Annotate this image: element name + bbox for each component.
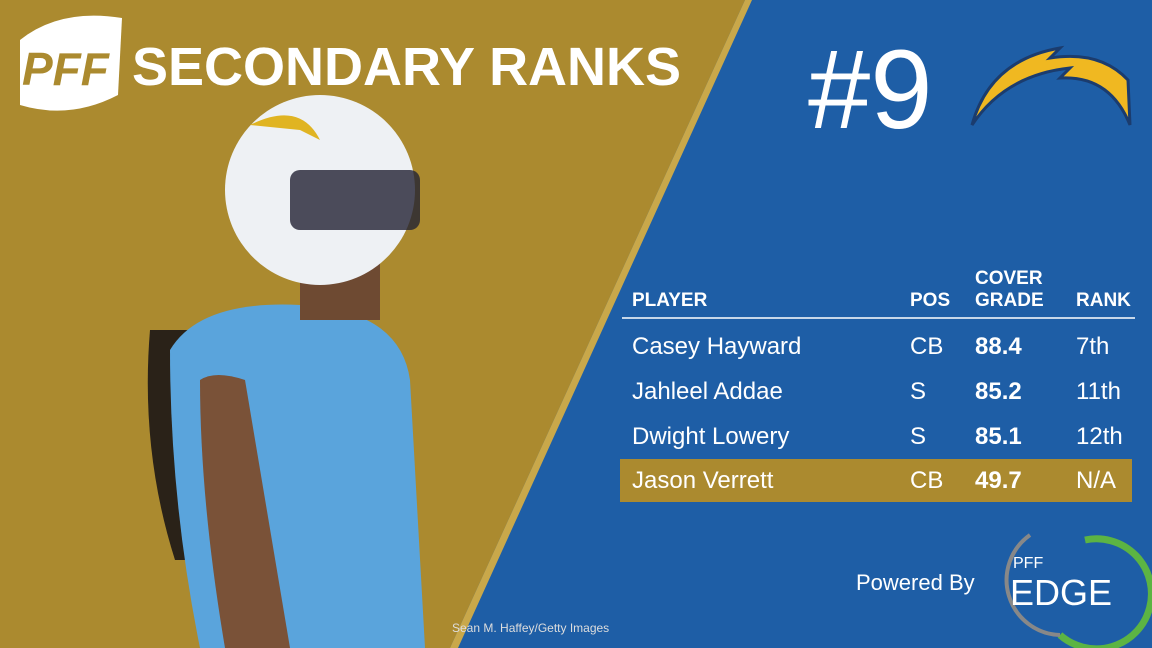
rank: #9: [808, 27, 933, 152]
column-header: POS: [910, 290, 951, 311]
highlight-row: [620, 459, 1132, 502]
powered-by: Powered By: [856, 570, 975, 595]
edge-ring-grey: [1004, 533, 1061, 637]
table-cell: 11th: [1076, 378, 1121, 405]
table-cell: CB: [910, 467, 944, 494]
table-cell: Casey Hayward: [632, 333, 802, 360]
table-cell: Dwight Lowery: [632, 423, 790, 450]
table-cell: 85.2: [975, 378, 1022, 405]
edge-ring: [1057, 535, 1152, 648]
pff-logo-text: PFF: [22, 43, 109, 95]
brand-small: PFF: [1013, 555, 1044, 572]
column-header: PLAYER: [632, 290, 708, 311]
table-cell: S: [910, 378, 927, 405]
table-cell: 85.1: [975, 423, 1022, 450]
pff-logo-shape: [20, 15, 122, 111]
table-cell: Jason Verrett: [632, 467, 774, 494]
table-cell: S: [910, 423, 927, 450]
divider-stripe: [450, 0, 752, 648]
table-cell: 49.7: [975, 467, 1022, 494]
table-cell: 12th: [1076, 423, 1123, 450]
title: SECONDARY RANKS: [132, 37, 682, 97]
column-header: COVER GRADE: [975, 268, 1044, 311]
table-cell: 88.4: [975, 333, 1022, 360]
player-image: [147, 95, 425, 648]
table-cell: 7th: [1076, 333, 1110, 360]
table-cell: CB: [910, 333, 944, 360]
table-cell: N/A: [1076, 467, 1117, 494]
brand: EDGE: [1010, 572, 1113, 613]
table-cell: Jahleel Addae: [632, 378, 783, 405]
column-header: RANK: [1076, 290, 1131, 311]
team-logo: [970, 45, 1132, 126]
photo-credit: Sean M. Haffey/Getty Images: [452, 621, 610, 635]
